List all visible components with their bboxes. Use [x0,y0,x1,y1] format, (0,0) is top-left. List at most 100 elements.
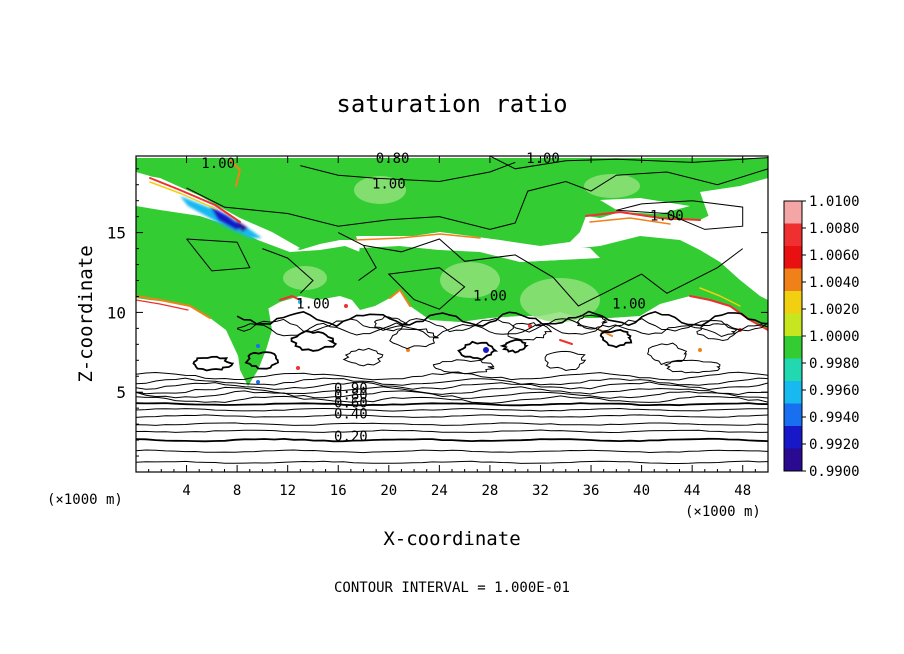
contour-label: 0.60 [334,395,368,411]
y-tick-label: 15 [107,224,126,243]
colorbar-swatch [784,313,802,337]
cloud-region-left [136,206,360,360]
x-tick-label: 48 [734,483,751,499]
colorbar-label: 1.0100 [809,194,860,210]
contour-label: 1.00 [296,296,330,312]
colorbar-swatch [784,448,802,472]
contour-line-upper [616,200,744,230]
contour-label: 1.00 [473,288,507,304]
contour-line-stratified [136,381,768,391]
contour-line-loop [499,338,529,354]
colorbar-swatch [784,291,802,314]
colorbar-swatch [784,201,802,224]
contour-line-loop [244,351,279,370]
contour-line-upper [363,238,744,307]
colorbar-label: 0.9900 [809,464,860,480]
contour-label: 1.00 [372,177,406,193]
contour-line-stratified [136,429,768,434]
y-axis-label: Z-coordinate [75,245,97,382]
contour-line-upper [387,267,466,310]
colorbar-label: 0.9960 [809,383,860,399]
saturation-field [136,158,768,386]
colorbar-label: 0.9940 [809,410,860,426]
contour-line-loop [696,323,739,342]
colorbar-label: 1.0020 [809,302,860,318]
contour-labels: 1.00 0.80 1.001.001.001.00 1.001.000.900.80… [201,151,684,445]
contour-line-cloud-base [236,310,768,328]
contour-label: 1.00 [526,151,560,167]
x-tick-label: 20 [380,483,397,499]
contour-line-loop [544,350,587,372]
contour-line-loop [342,347,384,367]
colorbar-swatch [784,381,802,404]
contour-line-upper [300,161,516,183]
contour-line-upper [186,238,251,272]
contour-line-loop [389,328,439,350]
contour-label: 0.90 [334,381,368,397]
contour-line-upper [186,168,768,230]
colorbar-label: 1.0060 [809,248,860,264]
contour-line-stratified [136,402,768,407]
contour-interval-note: CONTOUR INTERVAL = 1.000E-01 [334,580,570,596]
contour-line-stratified [136,437,768,443]
contour-line-stratified [136,449,768,454]
x-tick-label: 32 [532,483,549,499]
y-tick-label: 5 [116,383,126,402]
contour-line-stratified [136,407,768,412]
contour-label: 1.00 [612,296,646,312]
x-tick-label: 12 [279,483,296,499]
colorbar-swatch [784,246,802,269]
colorbar-swatch [784,358,802,382]
chart-title: saturation ratio [336,90,567,118]
colorbar-swatch [784,268,802,292]
contour-line-stratified [136,395,768,404]
x-tick-label: 28 [481,483,498,499]
contour-line-cloud-base [236,322,768,338]
z-unit-label: (×1000 m) [47,492,123,508]
contour-line-stratified [136,422,768,426]
contour-line-stratified [136,377,768,386]
contour-line-loop [432,359,495,375]
contour-label: 0.40 [334,407,368,423]
x-unit-label: (×1000 m) [685,504,761,520]
x-axis-label: X-coordinate [383,528,520,550]
colorbar-swatch [784,336,802,359]
contour-label: 0.80 [334,387,368,403]
contour-line-stratified [136,460,768,464]
contour-line-upper [337,232,377,281]
x-axis: 4 8 12 16 20 24 28 32 36 40 44 48 [148,156,756,499]
colorbar: 1.0100 1.0080 1.0060 1.0040 1.0020 1.0000 0.99… [783,194,860,480]
contour-line-loop [192,355,235,372]
contour-line-loop [599,328,633,349]
colorbar-label: 1.0080 [809,221,860,237]
colorbar-swatch [784,223,802,247]
contour-line-stratified [136,414,768,418]
contour-line-upper [262,248,314,294]
contour-line-loop [663,359,721,374]
contour-line-stratified [136,386,768,396]
colorbar-label: 0.9980 [809,356,860,372]
x-tick-label: 36 [583,483,600,499]
contour-label: 1.00 [650,209,684,225]
colorbar-label: 1.0000 [809,329,860,345]
contour-label: 1.00 [201,156,235,172]
x-tick-label: 8 [233,483,241,499]
x-tick-label: 24 [431,483,448,499]
contour-line-loop [373,316,409,332]
contour-line-loop [646,342,688,366]
contour-line-loop [290,329,338,352]
y-tick-label: 10 [107,303,126,322]
contour-line-cloud-base [236,317,768,333]
contour-lines [136,156,768,464]
x-tick-label: 40 [633,483,650,499]
x-tick-label: 44 [684,483,701,499]
colorbar-label: 1.0040 [809,275,860,291]
contour-label: 0.20 [334,429,368,445]
contour-line-stratified [136,390,768,399]
contour-label: 0.80 [376,151,410,167]
colorbar-label: 0.9920 [809,437,860,453]
y-axis: 5 10 15 [107,168,768,457]
x-tick-label: 16 [330,483,347,499]
contour-line-loop [457,340,499,361]
